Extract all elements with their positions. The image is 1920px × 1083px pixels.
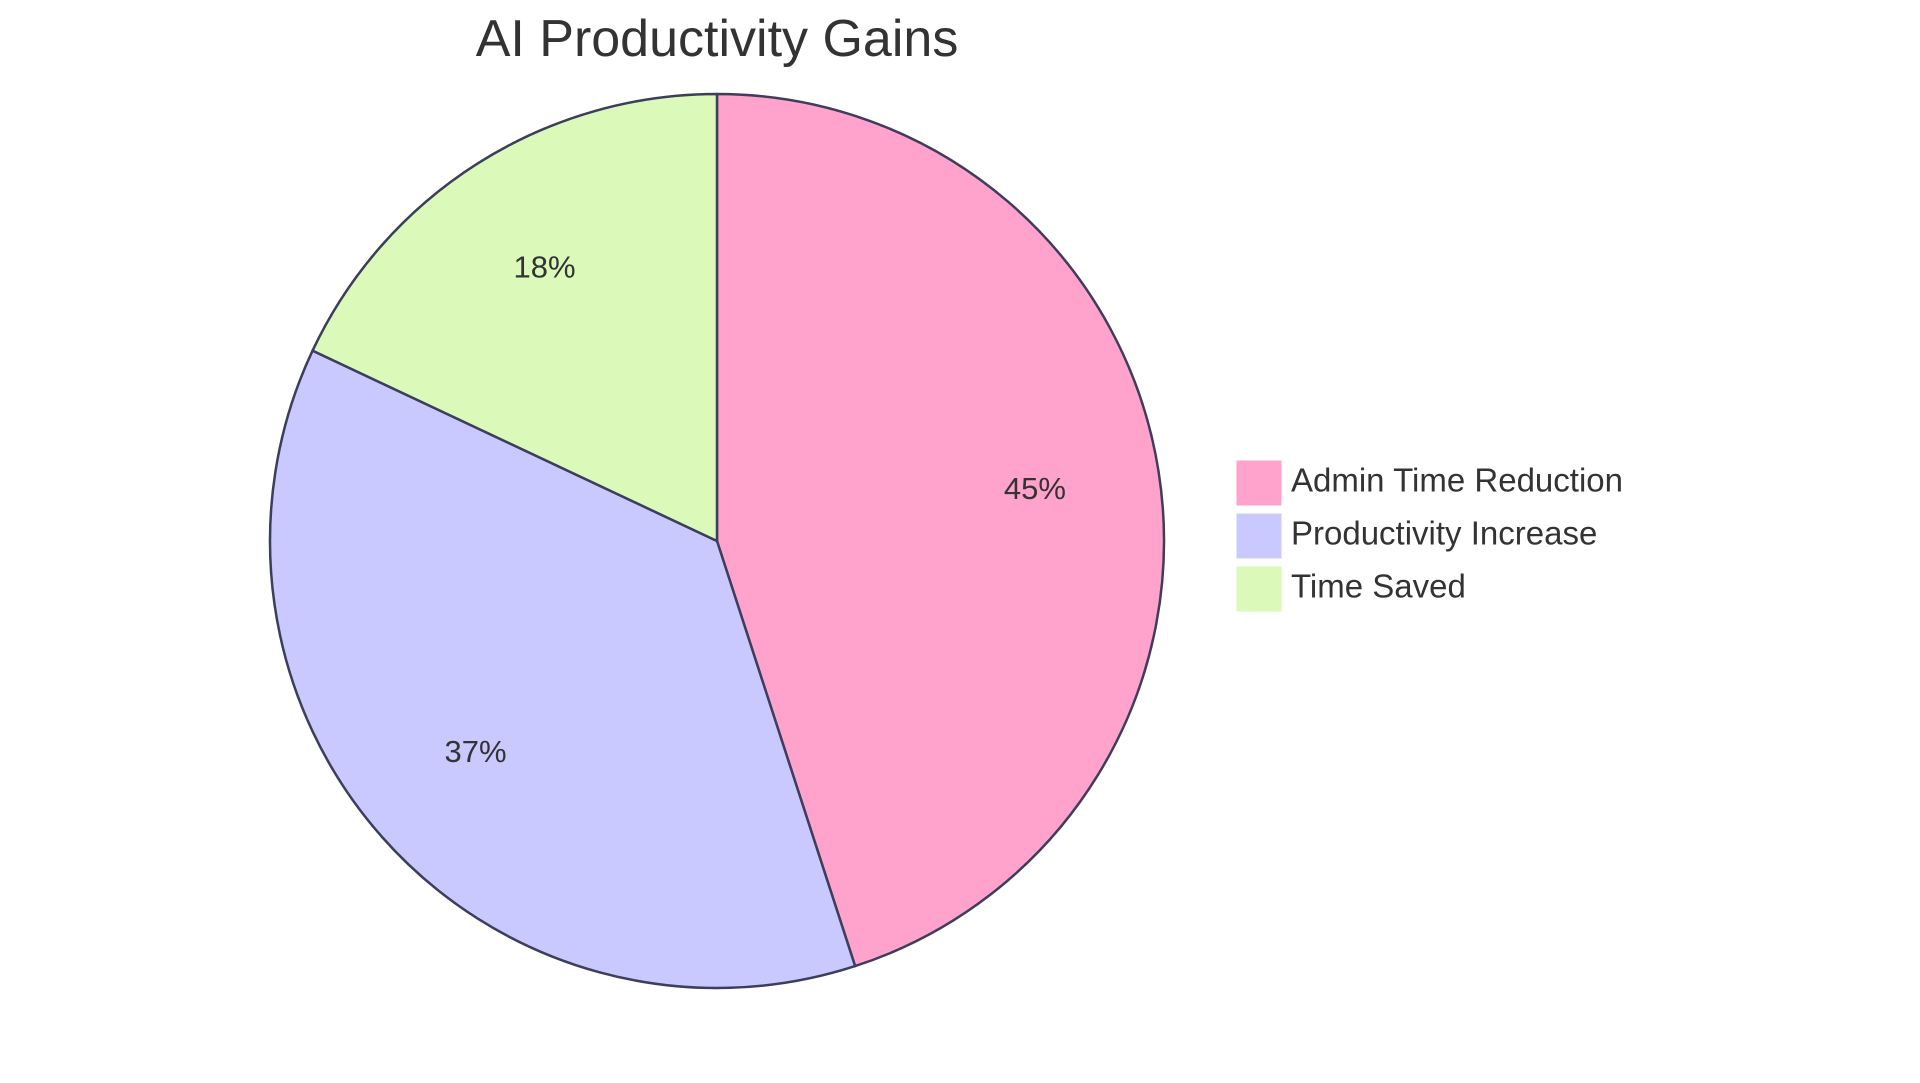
legend-label-admin-time-reduction: Admin Time Reduction xyxy=(1291,462,1623,499)
slice-label-admin-time-reduction: 45% xyxy=(1004,471,1066,506)
pie-slice-admin-time-reduction xyxy=(715,92,1166,968)
legend-swatch-admin-time-reduction xyxy=(1236,460,1282,506)
legend-label-time-saved: Time Saved xyxy=(1291,568,1466,605)
pie-slices xyxy=(268,92,1166,990)
slice-label-productivity-increase: 37% xyxy=(445,734,507,769)
legend-swatch-time-saved xyxy=(1236,566,1282,612)
legend-label-productivity-increase: Productivity Increase xyxy=(1291,515,1597,552)
slice-label-time-saved: 18% xyxy=(514,249,576,284)
pie-slice-time-saved xyxy=(311,92,719,543)
legend-swatch-productivity-increase xyxy=(1236,513,1282,559)
pie-slice-productivity-increase xyxy=(268,349,857,990)
pie-slice-labels: 45% 37% 18% xyxy=(445,249,1066,769)
chart-title: AI Productivity Gains xyxy=(476,10,959,68)
legend: Admin Time Reduction Productivity Increas… xyxy=(1236,460,1623,612)
